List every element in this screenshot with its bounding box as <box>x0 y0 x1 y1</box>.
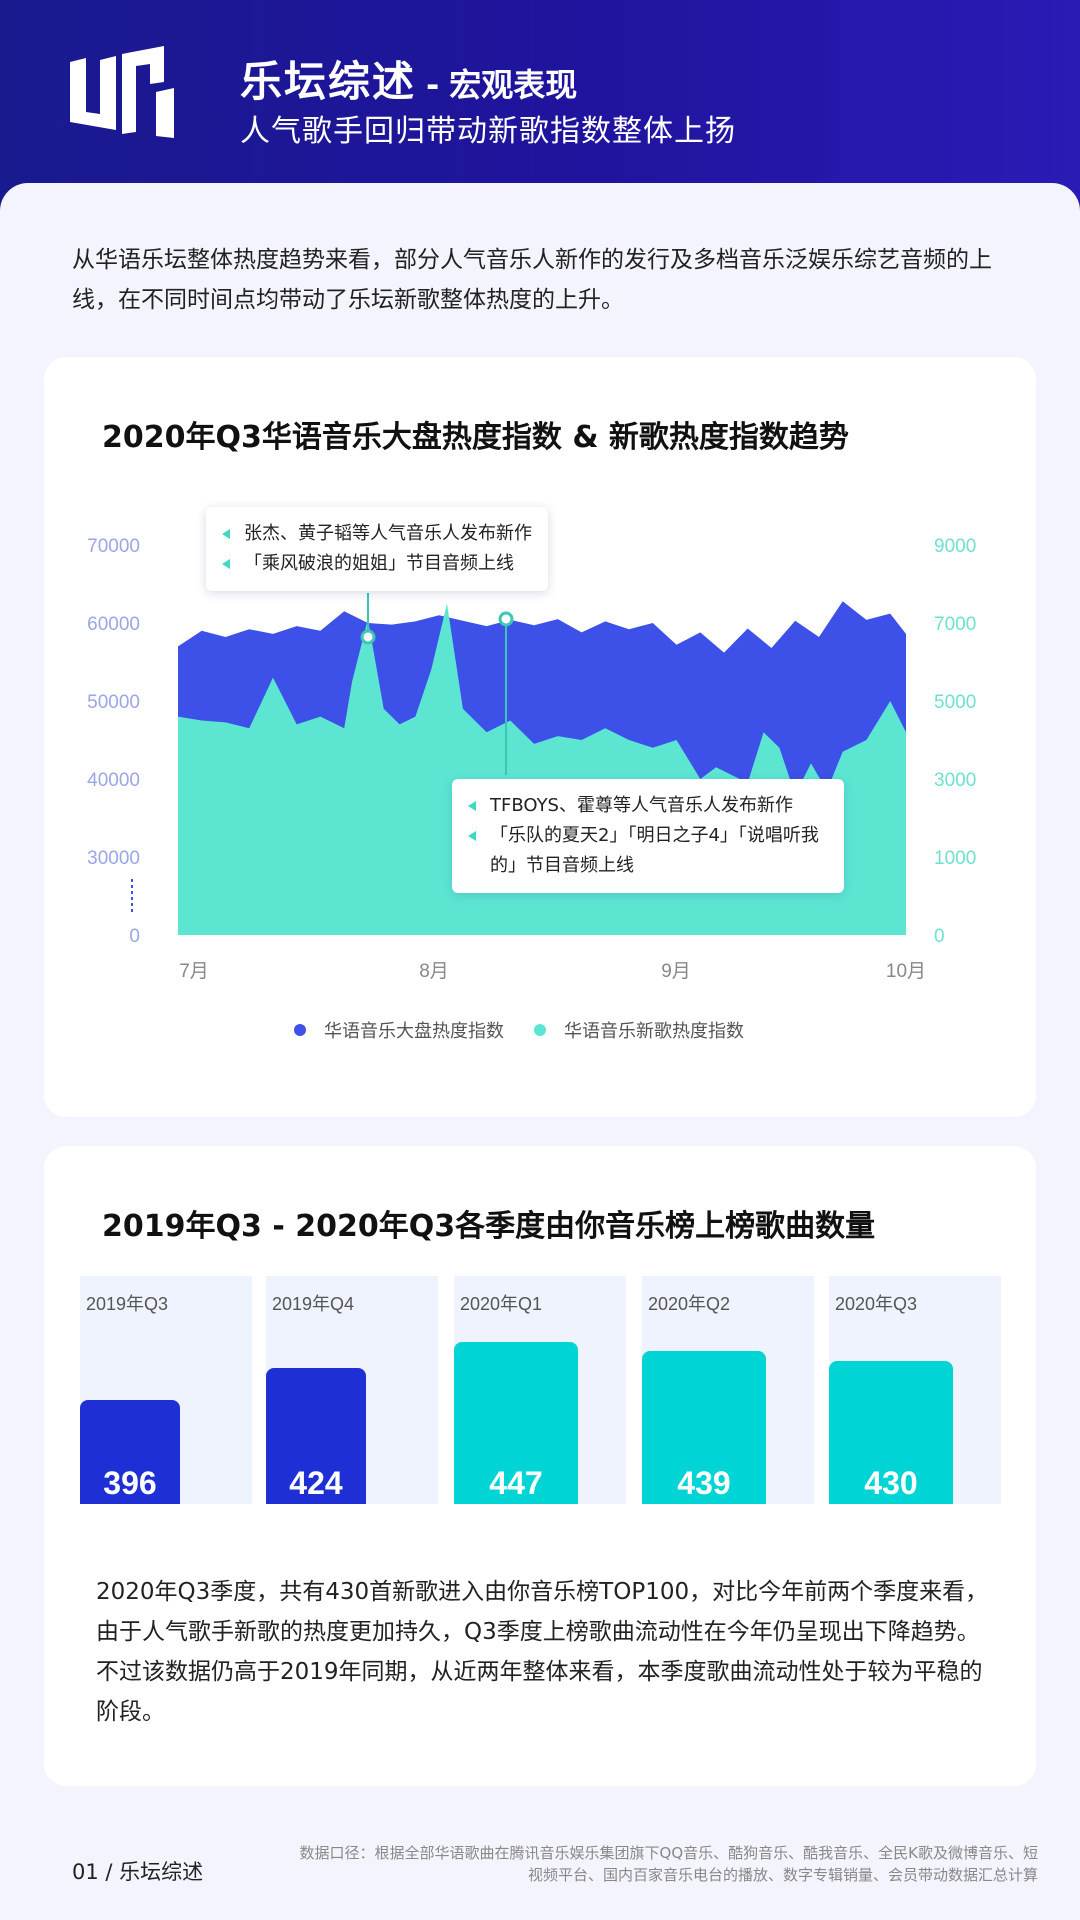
bar-chart-card: 2019年Q3 - 2020年Q3各季度由你音乐榜上榜歌曲数量 2019年Q3 3… <box>44 1146 1036 1786</box>
page-subtitle: 人气歌手回归带动新歌指数整体上扬 <box>240 114 736 149</box>
annotation-1-line-2: 「乘风破浪的姐姐」节目音频上线 <box>222 549 532 579</box>
legend-item-new-songs: 华语音乐新歌热度指数 <box>534 1017 744 1043</box>
bar-column-4: 2020年Q2 439 <box>642 1276 814 1504</box>
page-title-main: 乐坛综述 <box>240 57 417 106</box>
bar-value-label: 424 <box>289 1465 343 1501</box>
triangle-marker-icon <box>222 529 230 539</box>
triangle-marker-icon <box>468 801 476 811</box>
x-tick-label: 7月 <box>179 961 209 982</box>
legend-dot-market-icon <box>294 1024 306 1036</box>
bar-value-label: 430 <box>864 1465 918 1501</box>
bar-column-1: 2019年Q3 396 <box>80 1276 252 1504</box>
brand-logo-icon <box>70 46 174 138</box>
y-left-tick-label: 0 <box>129 926 140 947</box>
trend-chart-legend: 华语音乐大盘热度指数 华语音乐新歌热度指数 <box>294 1017 744 1043</box>
y-left-tick-label: 40000 <box>87 770 140 791</box>
bar-1: 396 <box>80 1400 180 1504</box>
bar-3: 447 <box>454 1342 578 1504</box>
y-right-tick-label: 9000 <box>934 536 976 557</box>
y-right-tick-label: 5000 <box>934 692 976 713</box>
page-title-suffix: 宏观表现 <box>449 66 578 104</box>
triangle-marker-icon <box>222 559 230 569</box>
summary-paragraph: 2020年Q3季度，共有430首新歌进入由你音乐榜TOP100，对比今年前两个季… <box>96 1579 989 1725</box>
page-header: 乐坛综述 - 宏观表现 人气歌手回归带动新歌指数整体上扬 <box>0 0 1080 215</box>
triangle-marker-icon <box>468 831 476 841</box>
bar-column-3: 2020年Q1 447 <box>454 1276 626 1504</box>
bar-value-label: 396 <box>103 1465 157 1501</box>
annotation-1-marker <box>360 629 376 645</box>
intro-paragraph: 从华语乐坛整体热度趋势来看，部分人气音乐人新作的发行及多档音乐泛娱乐综艺音频的上… <box>72 247 992 313</box>
bar-category-label: 2020年Q1 <box>460 1294 543 1314</box>
y-left-tick-label: 60000 <box>87 614 140 635</box>
y-right-tick-label: 1000 <box>934 848 976 869</box>
bar-category-label: 2020年Q2 <box>648 1294 731 1314</box>
bar-column-2: 2019年Q4 424 <box>266 1276 438 1504</box>
trend-chart-card: 2020年Q3华语音乐大盘热度指数 & 新歌热度指数趋势 70000 60000 5… <box>44 357 1036 1117</box>
y-right-tick-label: 7000 <box>934 614 976 635</box>
trend-chart-title: 2020年Q3华语音乐大盘热度指数 & 新歌热度指数趋势 <box>102 420 849 455</box>
annotation-box-2: TFBOYS、霍尊等人气音乐人发布新作 「乐队的夏天2」「明日之子4」「说唱听我… <box>452 779 844 893</box>
bar-2: 424 <box>266 1368 366 1504</box>
annotation-1-line-1: 张杰、黄子韬等人气音乐人发布新作 <box>222 519 532 549</box>
x-tick-label: 8月 <box>419 961 449 982</box>
y-left-tick-label: 50000 <box>87 692 140 713</box>
annotation-2-line-2: 「乐队的夏天2」「明日之子4」「说唱听我的」节目音频上线 <box>468 821 828 881</box>
bar-5: 430 <box>829 1361 953 1504</box>
trend-chart: 7000060000500004000030000090007000500030… <box>87 536 976 982</box>
bar-column-5: 2020年Q3 430 <box>829 1276 1001 1504</box>
y-left-tick-label: 30000 <box>87 848 140 869</box>
annotation-2-line-1: TFBOYS、霍尊等人气音乐人发布新作 <box>468 791 828 821</box>
legend-item-market: 华语音乐大盘热度指数 <box>294 1017 504 1043</box>
bar-category-label: 2019年Q4 <box>272 1294 355 1314</box>
x-tick-label: 9月 <box>661 961 691 982</box>
page-footer-label: 01 / 乐坛综述 <box>72 1860 204 1884</box>
bar-value-label: 439 <box>677 1465 731 1501</box>
legend-dot-new-songs-icon <box>534 1024 546 1036</box>
bar-4: 439 <box>642 1351 766 1504</box>
bar-category-label: 2020年Q3 <box>835 1294 918 1314</box>
y-right-tick-label: 3000 <box>934 770 976 791</box>
annotation-2-marker <box>498 611 514 627</box>
page-title-dash: - <box>426 66 440 104</box>
annotation-box-1: 张杰、黄子韬等人气音乐人发布新作 「乘风破浪的姐姐」节目音频上线 <box>206 507 548 591</box>
data-source-note: 数据口径：根据全部华语歌曲在腾讯音乐娱乐集团旗下QQ音乐、酷狗音乐、酷我音乐、全… <box>299 1844 1038 1884</box>
bar-category-label: 2019年Q3 <box>86 1294 169 1314</box>
page-title: 乐坛综述 - 宏观表现 <box>240 48 577 109</box>
x-tick-label: 10月 <box>886 961 926 982</box>
y-right-tick-label: 0 <box>934 926 945 947</box>
bar-chart-title: 2019年Q3 - 2020年Q3各季度由你音乐榜上榜歌曲数量 <box>102 1209 876 1244</box>
bar-value-label: 447 <box>489 1465 543 1501</box>
y-left-tick-label: 70000 <box>87 536 140 557</box>
